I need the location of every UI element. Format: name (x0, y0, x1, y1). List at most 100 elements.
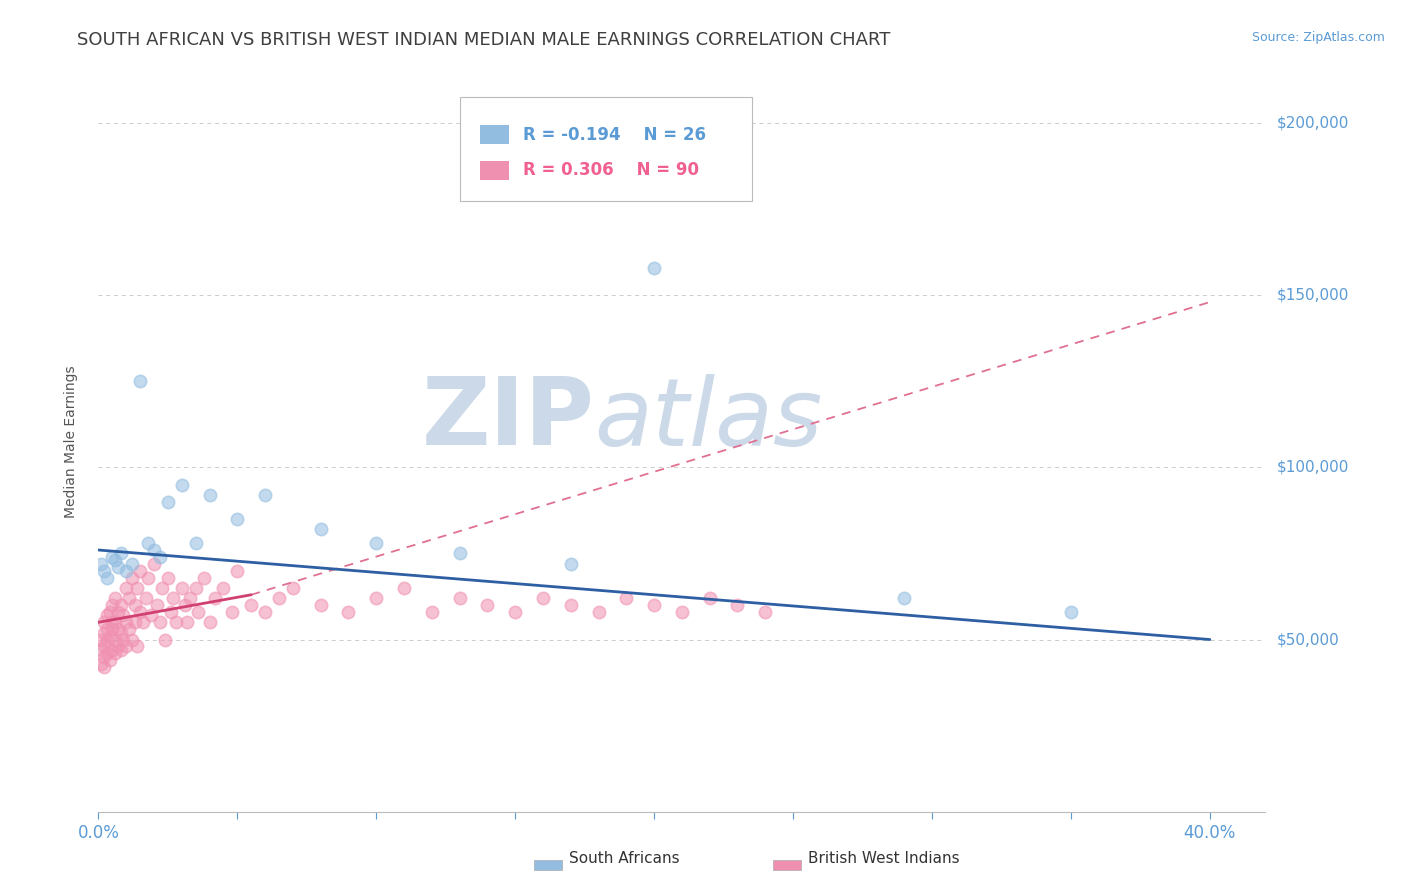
Point (93, 649, 115, 664)
Point (93, 660, 115, 674)
Text: Source: ZipAtlas.com: Source: ZipAtlas.com (1251, 31, 1385, 45)
Point (104, 553, 127, 567)
Text: R = -0.194    N = 26: R = -0.194 N = 26 (523, 126, 706, 144)
Point (146, 598, 169, 612)
Point (449, 546, 471, 560)
Point (392, 581, 415, 595)
Point (90, 557, 112, 571)
Point (159, 605, 181, 619)
Point (104, 646, 127, 660)
Point (893, 591, 915, 606)
Point (1060, 605, 1083, 619)
Point (124, 615, 146, 630)
Text: British West Indians: British West Indians (808, 851, 959, 866)
Text: R = 0.306    N = 90: R = 0.306 N = 90 (523, 161, 699, 179)
Point (121, 632, 143, 647)
Point (560, 557, 582, 571)
Point (129, 564, 152, 578)
Point (101, 598, 124, 612)
Point (309, 522, 332, 536)
Point (503, 605, 526, 619)
Point (148, 549, 170, 564)
Point (143, 543, 166, 558)
Point (135, 591, 157, 606)
Point (240, 598, 263, 612)
Point (98, 653, 121, 667)
Point (560, 598, 582, 612)
Point (754, 605, 776, 619)
Point (138, 570, 160, 584)
Point (165, 615, 187, 630)
Point (96, 570, 118, 584)
Point (118, 622, 141, 636)
Point (153, 632, 176, 647)
Point (115, 640, 138, 654)
Point (104, 591, 127, 606)
Point (184, 581, 207, 595)
Y-axis label: Median Male Earnings: Median Male Earnings (63, 365, 77, 518)
Point (112, 608, 135, 623)
Point (96, 646, 118, 660)
Point (129, 374, 152, 388)
Point (170, 581, 193, 595)
Point (107, 640, 129, 654)
Point (96, 632, 118, 647)
Point (254, 605, 277, 619)
Text: $100,000: $100,000 (1277, 460, 1348, 475)
Point (198, 488, 221, 502)
Point (148, 615, 170, 630)
Point (150, 581, 173, 595)
Text: atlas: atlas (595, 374, 823, 465)
Point (267, 591, 290, 606)
Point (156, 495, 179, 509)
Point (141, 608, 163, 623)
Point (156, 570, 179, 584)
Text: $200,000: $200,000 (1277, 115, 1348, 130)
Point (531, 591, 554, 606)
Point (127, 640, 149, 654)
Point (226, 512, 249, 526)
Point (212, 581, 235, 595)
Point (112, 632, 135, 647)
Point (90, 643, 112, 657)
Point (110, 598, 132, 612)
Point (281, 581, 304, 595)
Point (107, 605, 129, 619)
Point (93, 615, 115, 630)
Point (110, 625, 132, 640)
Point (93, 625, 115, 640)
Point (115, 581, 138, 595)
Point (127, 581, 149, 595)
Text: $150,000: $150,000 (1277, 288, 1348, 302)
Point (115, 564, 138, 578)
Point (643, 260, 665, 275)
Point (118, 591, 141, 606)
Point (107, 622, 129, 636)
Point (699, 591, 721, 606)
Point (162, 591, 184, 606)
Point (309, 598, 332, 612)
Point (193, 570, 215, 584)
FancyBboxPatch shape (460, 97, 752, 201)
Text: $50,000: $50,000 (1277, 632, 1340, 647)
Point (449, 591, 471, 606)
Point (477, 598, 499, 612)
Point (204, 591, 226, 606)
Point (226, 564, 249, 578)
Text: ZIP: ZIP (422, 374, 595, 466)
Point (727, 598, 749, 612)
Point (101, 549, 124, 564)
Point (93, 640, 115, 654)
Point (101, 615, 124, 630)
Point (121, 557, 143, 571)
Point (121, 570, 143, 584)
Point (115, 615, 138, 630)
Text: SOUTH AFRICAN VS BRITISH WEST INDIAN MEDIAN MALE EARNINGS CORRELATION CHART: SOUTH AFRICAN VS BRITISH WEST INDIAN MED… (77, 31, 891, 49)
Point (132, 615, 155, 630)
Point (173, 598, 195, 612)
Point (184, 536, 207, 550)
Point (96, 608, 118, 623)
Point (138, 536, 160, 550)
Point (366, 591, 388, 606)
Point (104, 615, 127, 630)
